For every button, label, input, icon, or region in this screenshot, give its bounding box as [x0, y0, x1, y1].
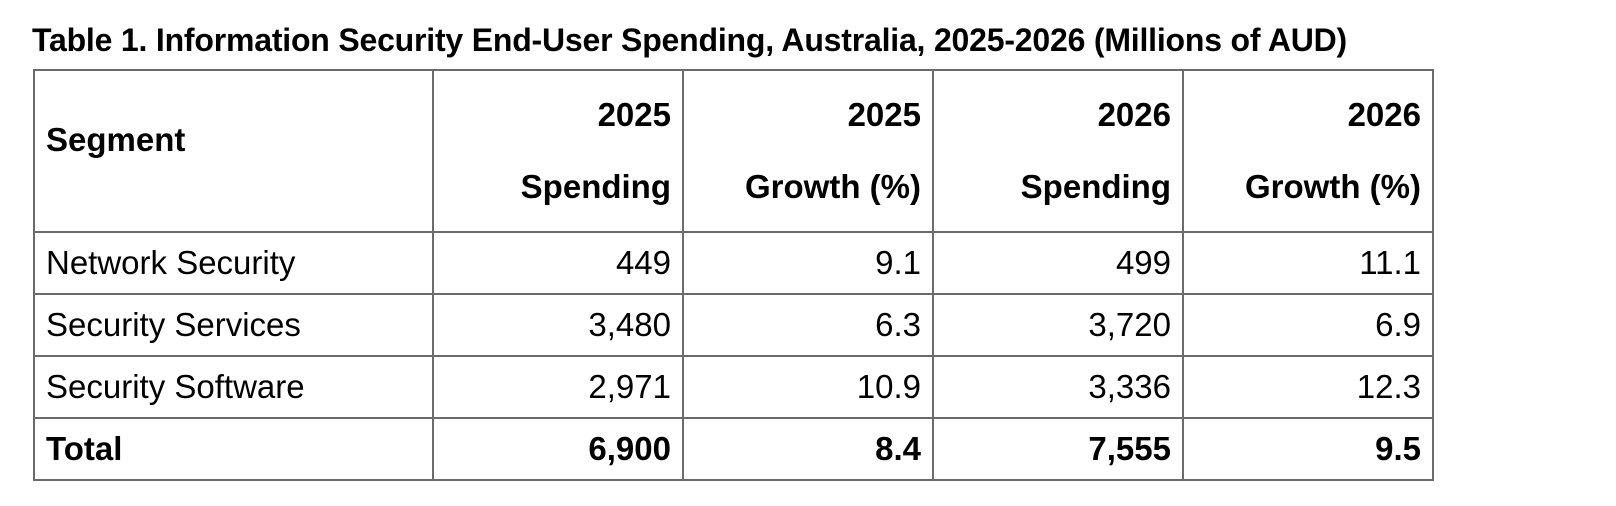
segment-cell: Security Software	[33, 355, 434, 419]
table-header: Segment 2025 Spending 2025 Growth (%) 20…	[33, 69, 1434, 233]
header-2025-growth: 2025 Growth (%)	[682, 69, 934, 233]
spending-2025-cell: 3,480	[432, 293, 684, 357]
growth-2026-cell: 12.3	[1182, 355, 1434, 419]
spending-2025-cell: 449	[432, 231, 684, 295]
growth-2026-cell: 6.9	[1182, 293, 1434, 357]
table-row: Security Software 2,971 10.9 3,336 12.3	[33, 355, 1434, 419]
total-spending-2025-cell: 6,900	[432, 417, 684, 481]
header-row: Segment 2025 Spending 2025 Growth (%) 20…	[33, 69, 1434, 233]
growth-2025-cell: 9.1	[682, 231, 934, 295]
spending-2026-cell: 3,336	[932, 355, 1184, 419]
spending-table: Segment 2025 Spending 2025 Growth (%) 20…	[33, 69, 1434, 481]
total-spending-2026-cell: 7,555	[932, 417, 1184, 481]
total-label-cell: Total	[33, 417, 434, 481]
segment-cell: Network Security	[33, 231, 434, 295]
table-caption: Table 1. Information Security End-User S…	[32, 22, 1348, 58]
header-2026-growth: 2026 Growth (%)	[1182, 69, 1434, 233]
header-metric: Spending	[1020, 168, 1171, 205]
header-metric: Growth (%)	[745, 168, 921, 205]
header-year: 2025	[847, 96, 921, 133]
header-metric: Spending	[520, 168, 671, 205]
header-year: 2026	[1347, 96, 1421, 133]
total-row: Total 6,900 8.4 7,555 9.5	[33, 417, 1434, 481]
table-row: Network Security 449 9.1 499 11.1	[33, 231, 1434, 295]
total-growth-2025-cell: 8.4	[682, 417, 934, 481]
header-metric: Growth (%)	[1245, 168, 1421, 205]
header-2026-spending: 2026 Spending	[932, 69, 1184, 233]
growth-2025-cell: 10.9	[682, 355, 934, 419]
segment-cell: Security Services	[33, 293, 434, 357]
table-row: Security Services 3,480 6.3 3,720 6.9	[33, 293, 1434, 357]
header-year: 2025	[597, 96, 671, 133]
header-year: 2026	[1097, 96, 1171, 133]
header-segment: Segment	[33, 69, 434, 233]
table-body: Network Security 449 9.1 499 11.1 Securi…	[33, 231, 1434, 481]
header-2025-spending: 2025 Spending	[432, 69, 684, 233]
growth-2025-cell: 6.3	[682, 293, 934, 357]
growth-2026-cell: 11.1	[1182, 231, 1434, 295]
spending-2026-cell: 3,720	[932, 293, 1184, 357]
spending-2025-cell: 2,971	[432, 355, 684, 419]
total-growth-2026-cell: 9.5	[1182, 417, 1434, 481]
spending-2026-cell: 499	[932, 231, 1184, 295]
